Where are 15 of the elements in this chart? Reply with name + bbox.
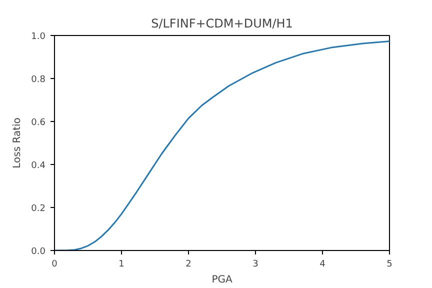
chart-title: S/LFINF+CDM+DUM/H1 — [151, 16, 293, 30]
x-tick-label: 4 — [320, 260, 326, 270]
x-tick-label: 2 — [186, 260, 192, 270]
x-tick-label: 5 — [386, 260, 392, 270]
x-tick-label: 0 — [52, 260, 58, 270]
x-tick-label: 3 — [252, 260, 258, 270]
y-tick-label: 1.0 — [31, 32, 46, 42]
x-axis-title: PGA — [212, 274, 232, 286]
y-tick-label: 0.8 — [31, 75, 46, 85]
y-tick-label: 0.4 — [31, 161, 46, 171]
y-tick-label: 0.0 — [31, 247, 46, 257]
y-axis-title: Loss Ratio — [12, 118, 24, 168]
y-tick-label: 0.2 — [31, 204, 46, 214]
y-tick-label: 0.6 — [31, 118, 46, 128]
x-tick-label: 1 — [118, 260, 124, 270]
